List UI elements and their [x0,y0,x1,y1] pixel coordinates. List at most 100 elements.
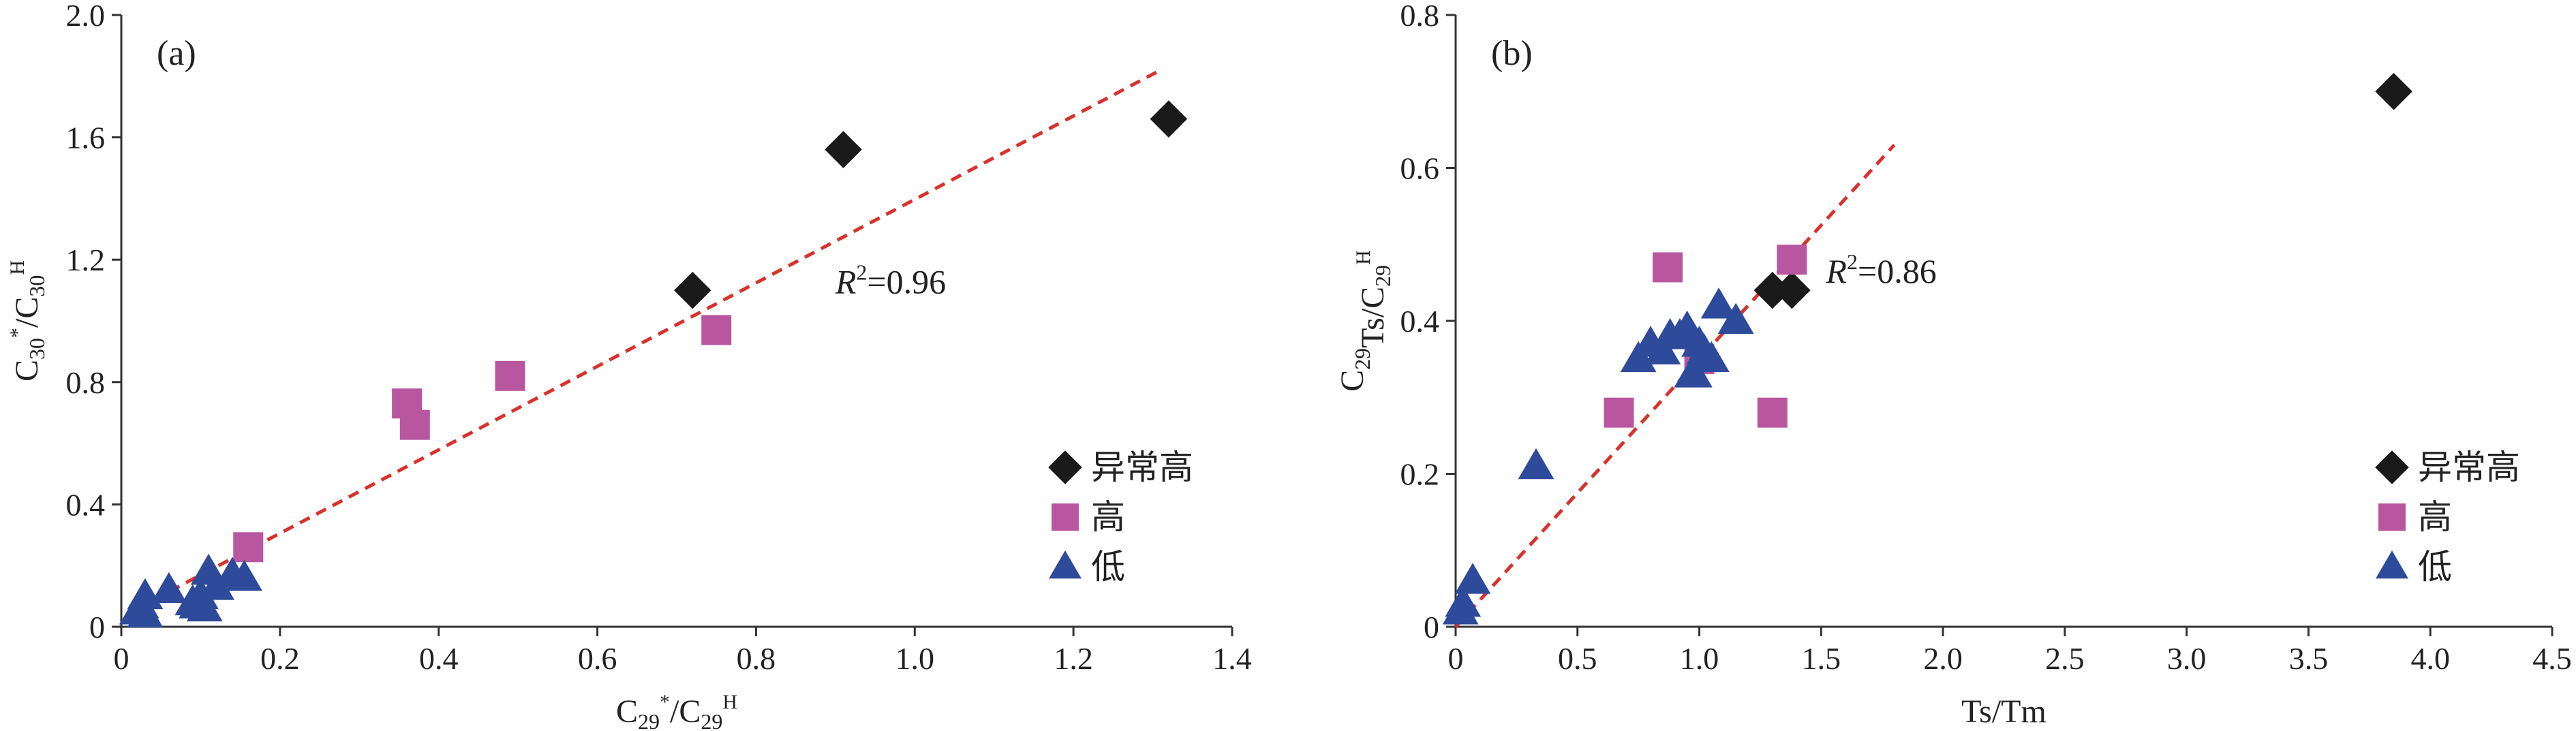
data-point-low [127,596,164,628]
x-tick-label: 0 [1448,641,1464,676]
x-tick-label: 1.0 [1680,641,1719,676]
y-tick-label: 0.8 [1400,0,1440,33]
y-tick-label: 0.4 [1400,304,1440,339]
legend-label: 低 [2418,547,2452,587]
x-axis-title-part: * [660,691,670,713]
y-axis-title-part: 29 [1370,265,1395,287]
x-axis-title: Ts/Tm [1961,694,2046,730]
x-tick-label: 1.4 [1212,641,1252,676]
data-point-low [1445,585,1482,617]
y-axis-title-part: 30 [25,338,49,360]
data-point-low [1454,563,1491,594]
y-axis-title: C29Ts/C29H [1334,250,1395,392]
x-tick-label: 0.6 [578,641,617,676]
legend-label: 低 [1091,547,1125,587]
x-tick-label: 4.5 [2532,641,2572,676]
data-point-high [399,409,430,440]
data-point-low [151,572,187,604]
y-axis-title-part: /C [9,297,45,328]
y-axis-title-part: C [9,360,45,382]
data-point-low [1518,448,1554,480]
x-tick-label: 1.2 [1054,641,1093,676]
axes-frame [1454,15,2552,628]
y-tick-label: 0.8 [66,365,106,400]
data-point-abnormal [674,271,711,309]
y-tick-label: 1.6 [66,121,106,155]
y-tick-label: 2.0 [66,0,106,33]
legend-marker-high [1052,503,1079,531]
r-squared-exponent: 2 [856,260,867,285]
y-tick-label: 0.4 [66,487,106,522]
r-squared-label: R2=0.86 [1825,249,1936,290]
x-tick-label: 1.0 [895,641,935,676]
r-squared-symbol: R [835,263,857,301]
x-tick-label: 4.0 [2410,641,2450,676]
r-squared-symbol: R [1825,252,1847,290]
legend-marker-low [1049,550,1082,579]
data-point-high [495,360,525,391]
data-point-abnormal [825,131,862,168]
x-tick-label: 0.8 [737,641,776,676]
x-tick-label: 3.5 [2289,641,2329,676]
legend-label: 高 [1091,497,1125,537]
panel-b-chart: 0 0.5 1.0 1.5 2.0 2.5 3.0 3.5 4.0 4.5 0 0.2 0.4 0.6 0.… [1334,0,2572,730]
axes-frame [120,15,1232,628]
y-axis-title-part: Ts/C [1355,287,1391,348]
y-axis-title-part: * [6,328,29,338]
data-point-low [1676,356,1713,388]
data-point-high [1777,245,1807,275]
y-tick-label: 0.2 [1400,457,1440,492]
y-tick-label: 1.2 [66,243,106,277]
x-tick-label: 1.5 [1802,641,1841,676]
panel-label: (b) [1491,34,1533,73]
panel-a-chart: 0 0.2 0.4 0.6 0.8 1.0 1.2 1.400.40.81.21.62.0C2… [6,0,1252,731]
data-point-high [1653,252,1683,283]
data-point-high [701,315,732,345]
y-axis-title: C30*/C30H [6,260,49,382]
series-low [119,553,262,628]
x-tick-label: 0.4 [419,641,459,676]
legend-marker-high [2378,503,2406,531]
x-axis-title-part: C [616,694,638,730]
legend-label: 异常高 [1091,448,1193,487]
y-axis-title-part: C [1334,370,1370,392]
trend-line [1454,144,1896,628]
legend-label: 高 [2418,497,2452,537]
r-squared-value: =0.86 [1858,252,1937,290]
series-low [1442,287,1754,625]
legend-label: 异常高 [2418,448,2520,487]
data-point-high [233,532,264,563]
x-axis-title-part: H [722,691,737,713]
series-high [1604,245,1807,428]
y-tick-label: 0 [1424,610,1439,644]
panel-label: (a) [157,34,196,73]
r-squared-exponent: 2 [1847,249,1858,274]
data-point-low [1693,341,1730,373]
legend-marker-low [2376,550,2408,579]
r-squared-value: =0.96 [867,263,946,301]
y-axis-title-part: H [1352,250,1375,265]
data-point-low [226,559,262,591]
y-axis-title-part: H [6,260,29,275]
data-point-abnormal [2375,72,2412,110]
legend-marker-abnormal [1048,450,1082,484]
x-axis-title: C29*/C29H [616,691,737,731]
series-abnormal [1753,72,2412,309]
data-point-low [1717,302,1754,335]
x-tick-label: 0.2 [260,641,300,676]
data-point-low [186,590,223,622]
data-point-abnormal [1773,271,1811,309]
data-point-high [1757,397,1788,428]
data-point-abnormal [1753,271,1792,309]
y-tick-label: 0.6 [1400,151,1440,186]
legend-marker-abnormal [2375,450,2409,484]
x-tick-label: 3.0 [2167,641,2207,676]
x-axis-title-part: /C [670,694,701,730]
trend-line [136,68,1162,610]
data-point-low [1700,287,1737,319]
data-point-high [1604,397,1634,428]
x-axis-title-part: 29 [638,709,660,731]
